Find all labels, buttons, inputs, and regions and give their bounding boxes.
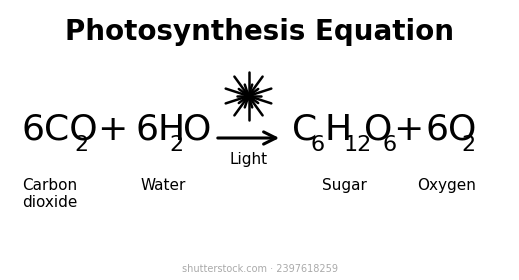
Text: 12: 12 bbox=[344, 135, 372, 155]
Text: 2: 2 bbox=[169, 135, 183, 155]
Text: +: + bbox=[393, 113, 423, 147]
Text: Carbon
dioxide: Carbon dioxide bbox=[22, 178, 78, 210]
Text: shutterstock.com · 2397618259: shutterstock.com · 2397618259 bbox=[182, 264, 337, 274]
Text: 6: 6 bbox=[382, 135, 396, 155]
Text: O: O bbox=[364, 113, 392, 147]
Text: H: H bbox=[324, 113, 351, 147]
Text: Photosynthesis Equation: Photosynthesis Equation bbox=[65, 18, 454, 46]
Text: 2: 2 bbox=[74, 135, 88, 155]
Text: C: C bbox=[292, 113, 317, 147]
Text: 6H: 6H bbox=[135, 113, 185, 147]
Text: Sugar: Sugar bbox=[322, 178, 366, 193]
Text: Light: Light bbox=[229, 152, 268, 167]
Text: Oxygen: Oxygen bbox=[418, 178, 476, 193]
Text: 6O: 6O bbox=[425, 113, 476, 147]
Text: 6CO: 6CO bbox=[22, 113, 99, 147]
Text: +: + bbox=[97, 113, 127, 147]
Text: O: O bbox=[183, 113, 211, 147]
Text: Water: Water bbox=[140, 178, 186, 193]
Text: 6: 6 bbox=[310, 135, 324, 155]
Text: 2: 2 bbox=[461, 135, 475, 155]
